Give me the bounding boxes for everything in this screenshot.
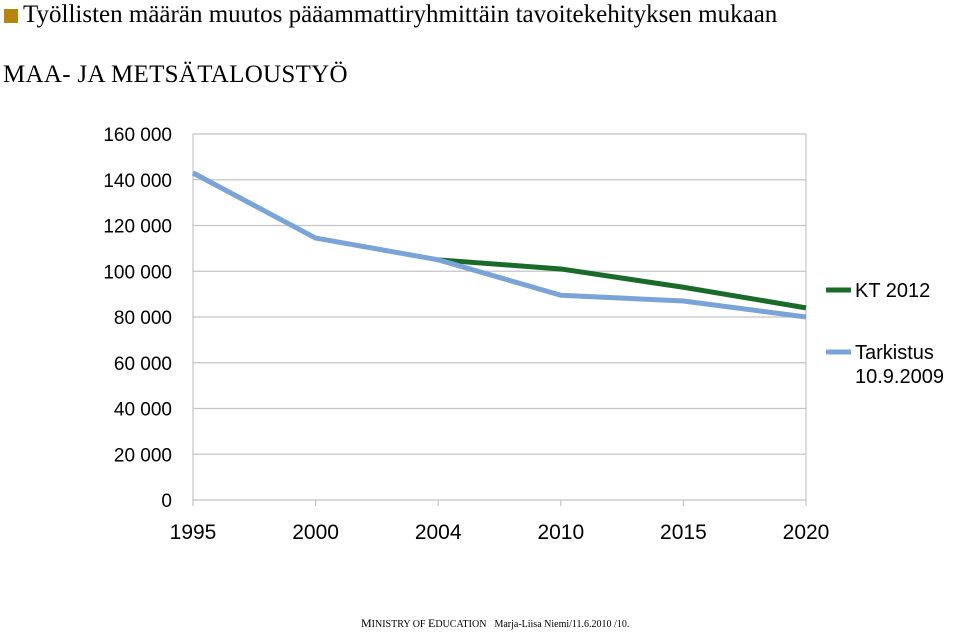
bullet-square-icon: [4, 9, 18, 23]
slide-subtitle: MAA- JA METSÄTALOUSTYÖ: [3, 61, 348, 88]
y-tick-label: 160 000: [103, 125, 172, 146]
footer: MINISTRY OF EDUCATION Marja-Liisa Niemi/1…: [361, 614, 629, 630]
y-tick-label: 20 000: [114, 445, 172, 466]
y-tick-label: 100 000: [103, 262, 172, 283]
y-tick-label: 140 000: [103, 171, 172, 192]
y-tick-label: 40 000: [114, 400, 172, 421]
footer-author: Marja-Liisa Niemi/11.6.2010 /10.: [494, 619, 630, 630]
legend-label: KT 2012: [855, 280, 930, 302]
footer-organization: MINISTRY OF EDUCATION: [361, 616, 487, 630]
y-tick-label: 80 000: [114, 308, 172, 329]
x-tick-label: 2020: [783, 521, 830, 544]
series-line-0: [438, 257, 807, 311]
slide-title: Työllisten määrän muutos pääammattiryhmi…: [4, 0, 777, 30]
legend-label: 10.9.2009: [855, 366, 944, 388]
x-tick-label: 2015: [660, 521, 707, 544]
x-tick-label: 2010: [537, 521, 584, 544]
x-tick-label: 2000: [292, 521, 339, 544]
series-line-1: [191, 170, 807, 320]
y-tick-label: 60 000: [114, 354, 172, 375]
slide-title-text: Työllisten määrän muutos pääammattiryhmi…: [23, 1, 778, 28]
x-tick-label: 1995: [170, 521, 217, 544]
y-tick-label: 120 000: [103, 217, 172, 238]
legend-label: Tarkistus: [855, 342, 934, 364]
y-tick-label: 0: [161, 491, 172, 512]
x-tick-label: 2004: [415, 521, 462, 544]
